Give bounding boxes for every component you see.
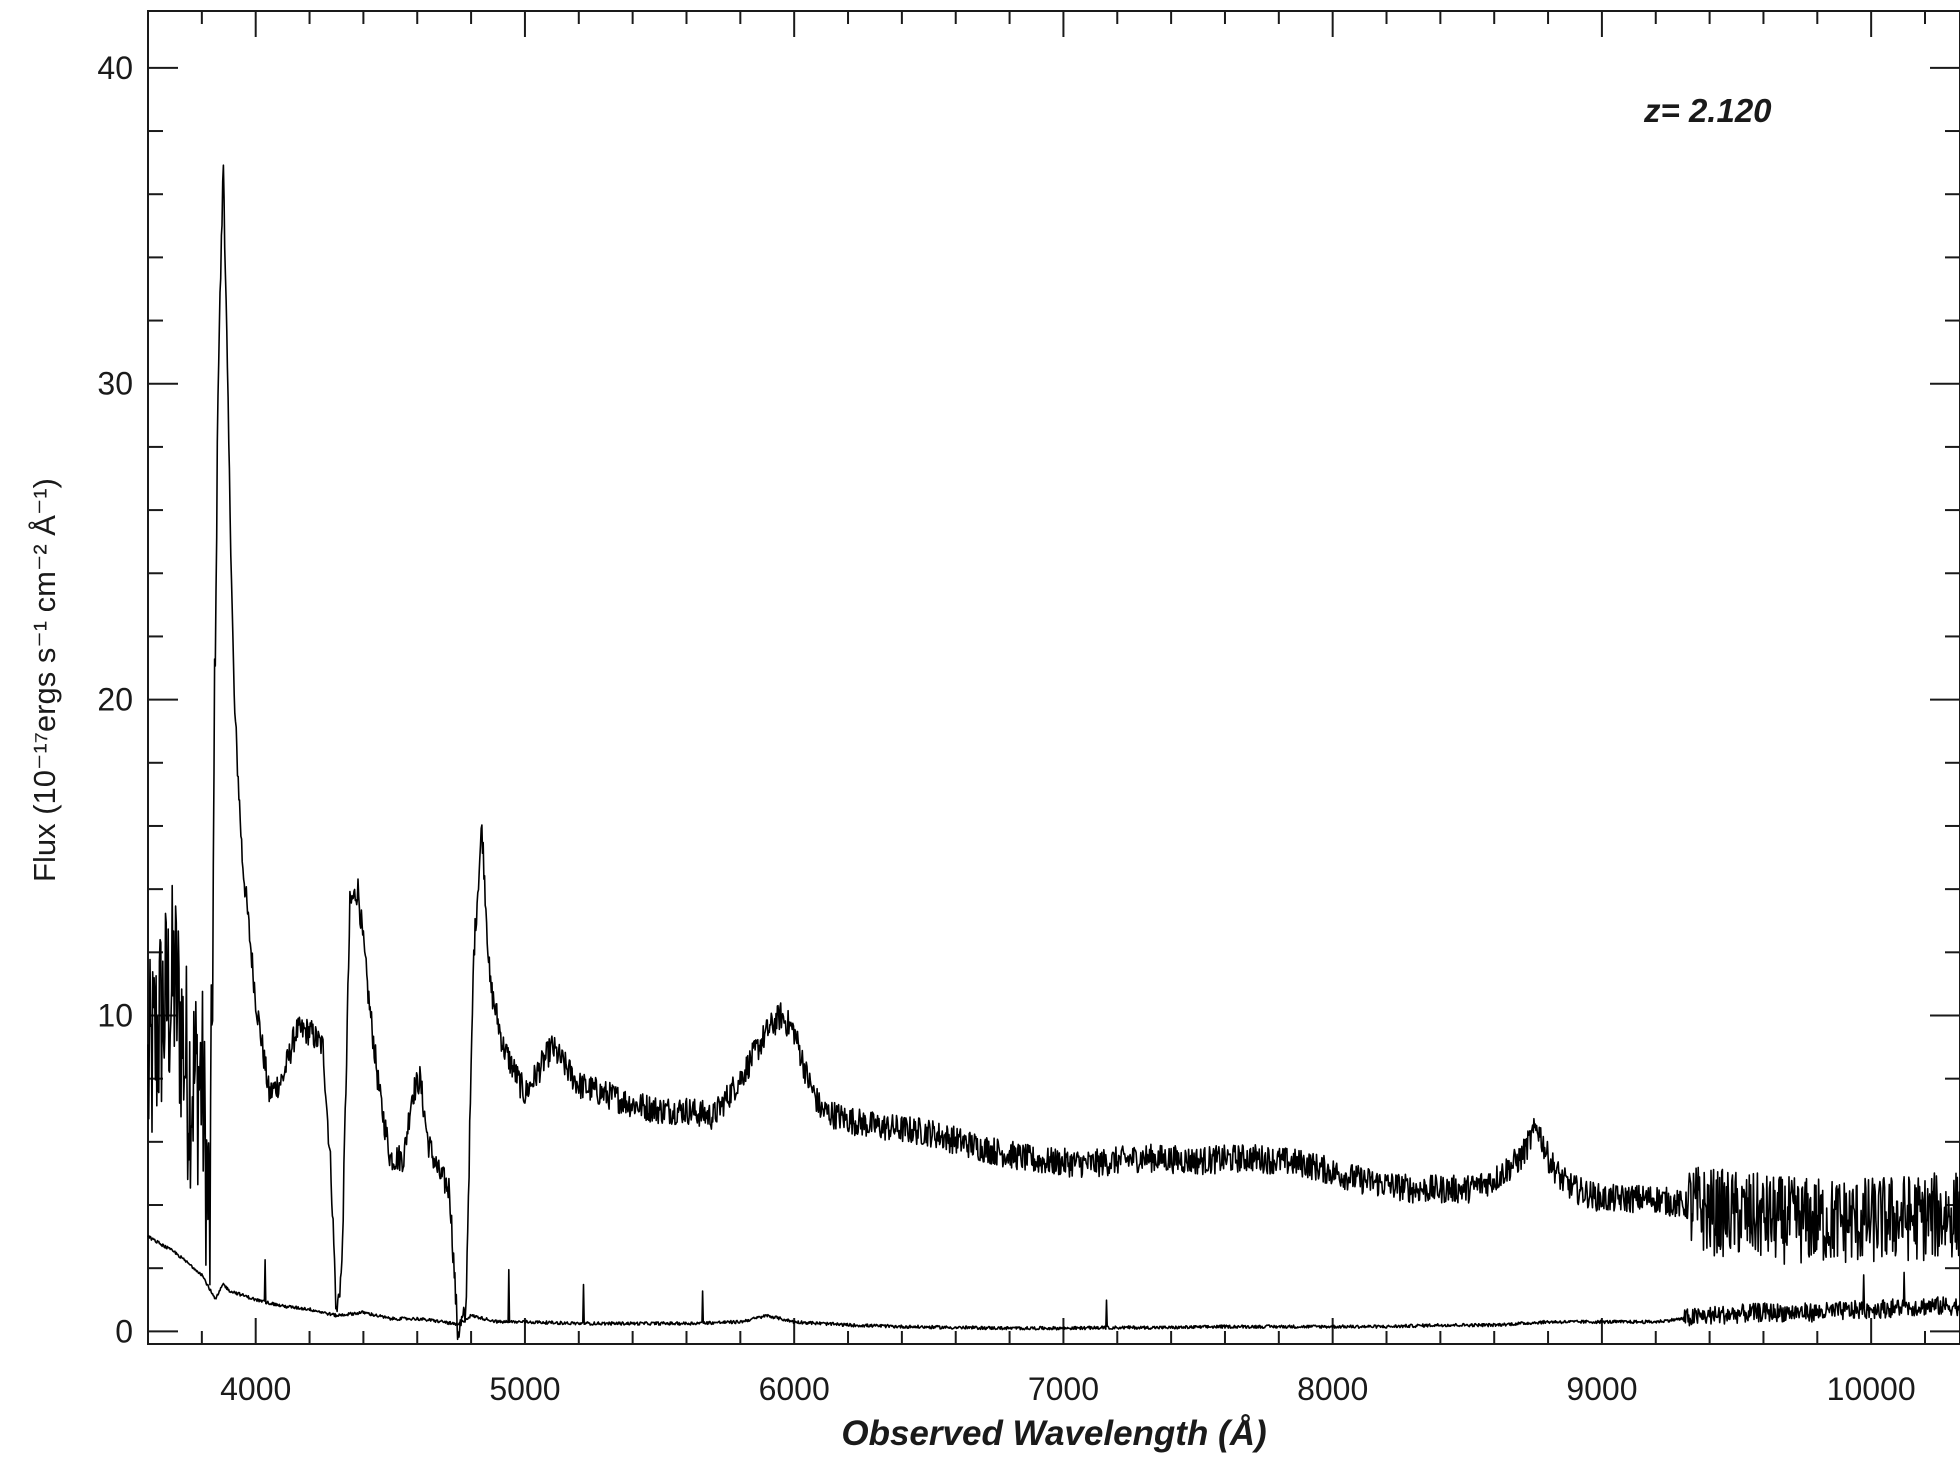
x-tick-label: 6000 xyxy=(759,1371,830,1407)
spectrum-series-group xyxy=(147,164,1960,1341)
x-tick-label: 4000 xyxy=(220,1371,291,1407)
x-tick-label: 5000 xyxy=(489,1371,560,1407)
x-tick-label: 9000 xyxy=(1566,1371,1637,1407)
y-tick-label: 0 xyxy=(115,1313,133,1349)
y-tick-label: 30 xyxy=(97,366,133,402)
plot-frame xyxy=(147,10,1960,1345)
y-tick-label: 20 xyxy=(97,682,133,718)
x-axis-title: Observed Wavelength (Å) xyxy=(841,1414,1266,1453)
flux-spectrum-line xyxy=(147,164,1960,1341)
x-tick-label: 8000 xyxy=(1297,1371,1368,1407)
axis-ticks xyxy=(147,11,1960,1344)
redshift-annotation: z= 2.120 xyxy=(1643,92,1772,129)
y-axis-title: Flux (10⁻¹⁷ergs s⁻¹ cm⁻² Å⁻¹) xyxy=(27,478,62,882)
y-tick-label: 10 xyxy=(97,997,133,1033)
y-tick-label: 40 xyxy=(97,50,133,86)
error-spectrum-line xyxy=(147,1234,1960,1331)
x-tick-label: 7000 xyxy=(1028,1371,1099,1407)
tick-labels: 4000 5000 6000 7000 8000 9000 10000 0 10 20 30 40 xyxy=(97,50,1915,1407)
x-tick-label: 10000 xyxy=(1827,1371,1916,1407)
